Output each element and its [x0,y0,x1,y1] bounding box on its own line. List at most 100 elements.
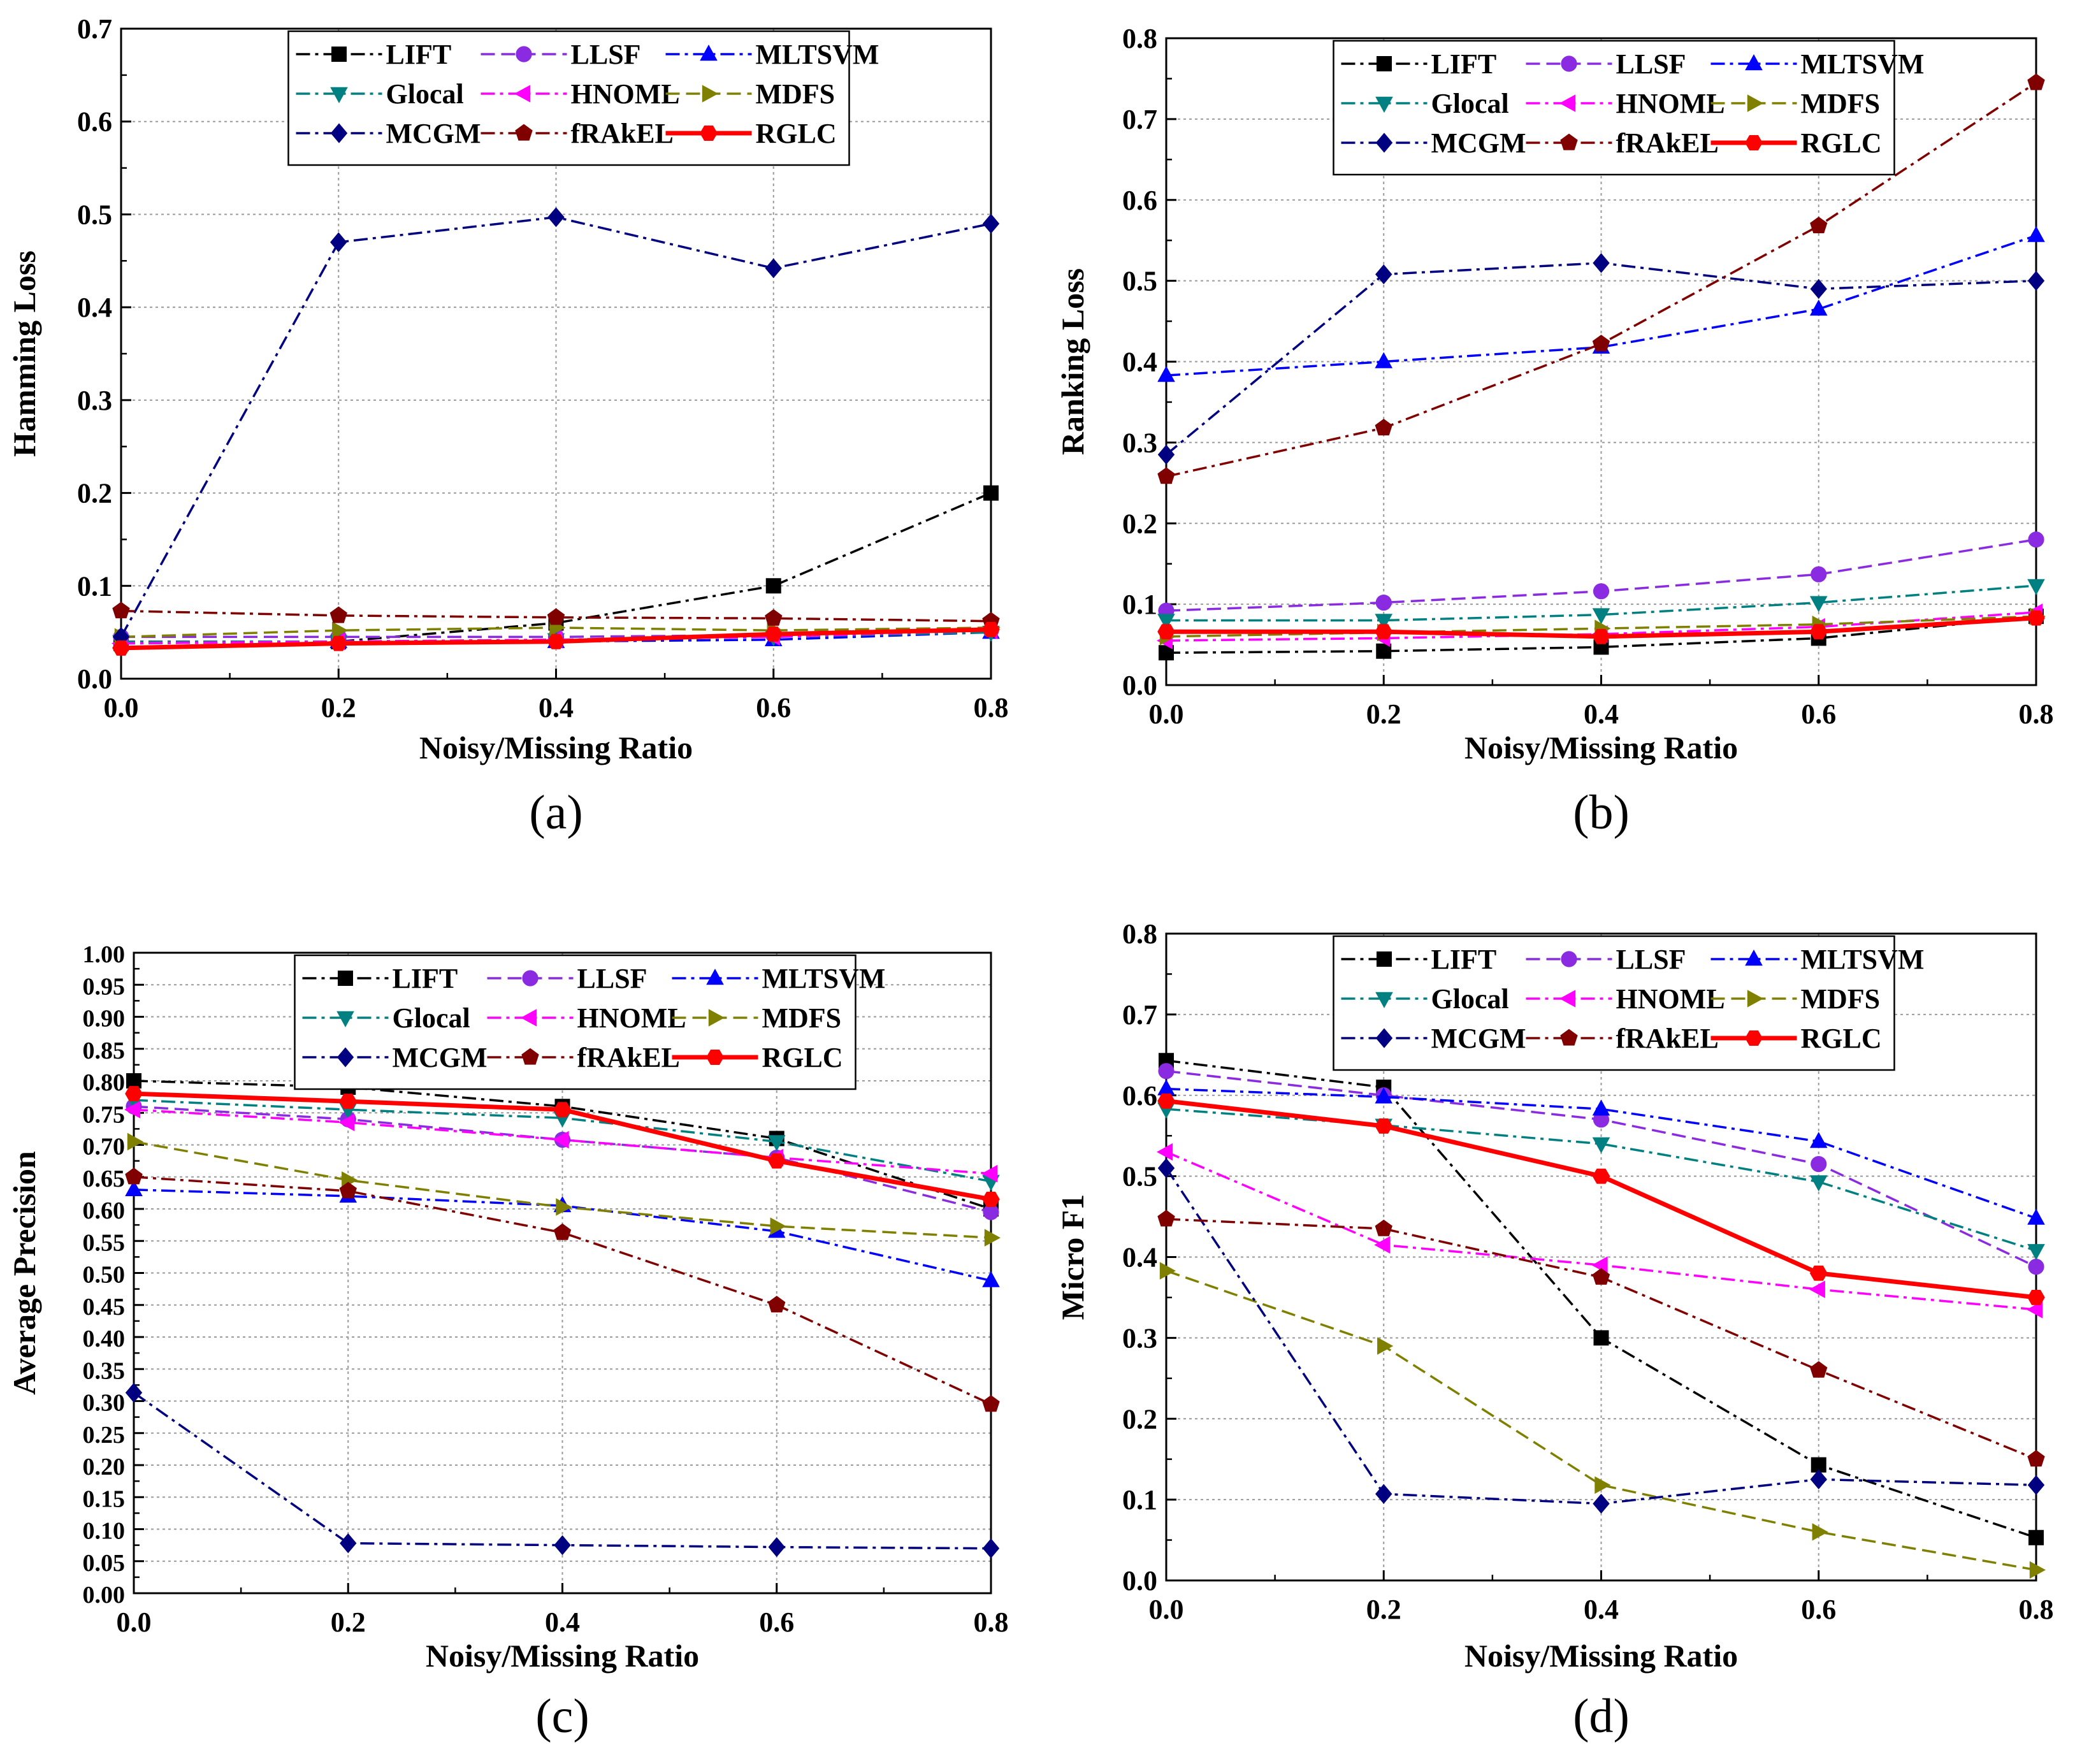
legend-label-llsf: LLSF [1616,944,1686,975]
legend-label-mdfs: MDFS [1801,983,1881,1015]
y-tick-label: 0.80 [83,1069,126,1096]
x-tick-label: 0.0 [1149,1594,1184,1625]
x-tick-label: 0.8 [974,1607,1009,1638]
legend-marker-mdfs [1747,94,1763,112]
data-point-rglc [125,1086,143,1102]
panel-label: (d) [1573,1689,1630,1743]
legend-label-glocal: Glocal [1431,983,1509,1015]
y-tick-label: 0.7 [77,13,112,45]
legend-label-mdfs: MDFS [762,1002,842,1034]
legend-label-mcgm: MCGM [393,1042,488,1073]
y-tick-label: 0.2 [1122,1403,1157,1435]
y-tick-label: 0.0 [77,663,112,695]
panel-a: 0.0 0.1 0.2 0.3 0.4 0.5 0.6 0.7 0.0 0.2 0.4 0.6 0.8 N… [6,13,1009,839]
legend-label-rglc: RGLC [756,118,837,149]
legend-marker-llsf [1561,951,1577,967]
legend: LIFT LLSF MLTSVM Glocal HNOML MDFS MCGM fRAkEL R… [294,954,885,1090]
series-line-hnoml [1166,1150,2037,1311]
data-point-mcgm [1375,1484,1392,1504]
legend: LIFT LLSF MLTSVM Glocal HNOML MDFS MCGM fRAkEL R… [1333,935,1924,1071]
y-axis-label: Micro F1 [1055,1194,1090,1320]
data-point-rglc [339,1094,357,1110]
data-point-hnoml [1591,1256,1608,1274]
legend-label-lift: LIFT [386,39,452,70]
y-tick-label: 0.60 [83,1197,126,1224]
data-point-mltsvm [1375,1087,1393,1104]
y-tick-label: 0.7 [1122,999,1157,1030]
data-point-mcgm [125,1382,143,1403]
data-point-llsf [983,1204,999,1220]
y-tick-label: 0.3 [1122,1322,1157,1354]
data-point-glocal [1375,614,1393,630]
legend-marker-hnoml [521,1009,537,1027]
legend-marker-frakel [1560,1029,1578,1046]
series-group [112,207,1001,656]
data-point-rglc [112,640,130,656]
data-point-glocal [1809,1175,1828,1192]
data-point-hnoml [338,1113,355,1132]
x-tick-label: 0.2 [321,692,356,723]
y-axis-label: Average Precision [6,1151,42,1395]
y-tick-label: 0.6 [1122,185,1157,216]
legend-marker-glocal [1375,96,1393,113]
data-point-mcgm [1375,264,1392,285]
legend-label-hnoml: HNOML [1616,88,1725,119]
series-line-mltsvm [133,1189,992,1282]
x-tick-label: 0.6 [759,1607,794,1638]
data-point-mcgm [330,232,347,252]
data-point-mltsvm [1157,366,1175,382]
legend-marker-lift [338,971,353,986]
data-point-mcgm [1157,1158,1175,1178]
data-point-rglc [547,633,565,649]
data-point-mdfs [1377,1337,1394,1355]
y-tick-label: 0.8 [1122,23,1157,54]
data-point-rglc [329,635,347,651]
data-point-rglc [982,621,1000,637]
data-point-rglc [2027,610,2045,626]
data-point-mltsvm [1157,1079,1175,1095]
data-point-mcgm [765,258,782,278]
y-tick-label: 0.1 [1122,1484,1157,1515]
y-tick-label: 0.8 [1122,918,1157,950]
y-tick-label: 0.40 [83,1326,126,1352]
data-point-frakel [768,1296,786,1313]
y-tick-label: 0.45 [83,1294,126,1320]
data-point-rglc [1809,624,1828,640]
series-line-frakel [120,609,992,623]
data-point-rglc [1375,1118,1393,1134]
y-tick-label: 0.1 [77,570,112,602]
legend-label-hnoml: HNOML [1616,983,1725,1015]
x-tick-label: 0.0 [104,692,139,723]
panel-label: (a) [529,786,582,839]
legend-marker-lift [1377,951,1392,967]
series-line-mltsvm [1166,234,2037,377]
data-point-glocal [1809,596,1828,612]
legend-marker-mltsvm [1745,950,1763,966]
y-tick-label: 0.5 [1122,266,1157,297]
y-tick-label: 0.10 [83,1518,126,1545]
series-line-glocal [133,1099,992,1183]
y-tick-label: 0.6 [77,106,112,138]
legend-label-mdfs: MDFS [1801,88,1881,119]
legend-marker-hnoml [514,85,531,103]
y-tick-label: 0.15 [83,1486,126,1512]
data-point-llsf [2028,1259,2044,1275]
legend-marker-glocal [1375,992,1393,1008]
data-point-lift [1159,645,1174,661]
panel-d: 0.0 0.1 0.2 0.3 0.4 0.5 0.6 0.7 0.8 0.0 0.2 0.4 0.6 0… [1055,918,2054,1743]
panel-b: 0.0 0.1 0.2 0.3 0.4 0.5 0.6 0.7 0.8 0.0 0.2 0.4 0.6 0… [1055,23,2054,839]
y-tick-label: 0.00 [83,1582,126,1609]
y-tick-label: 0.6 [1122,1080,1157,1111]
y-tick-label: 0.90 [83,1006,126,1032]
data-point-glocal [1592,1137,1610,1153]
legend-label-lift: LIFT [393,963,458,994]
series-line-frakel [1166,82,2037,478]
y-tick-label: 0.70 [83,1134,126,1160]
data-point-mcgm [554,1535,571,1556]
data-point-frakel [1157,467,1175,484]
data-point-frakel [2027,73,2045,90]
data-point-glocal [2027,1244,2045,1261]
legend-label-mcgm: MCGM [386,118,481,149]
x-axis-label: Noisy/Missing Ratio [426,1638,699,1674]
y-axis-label: Hamming Loss [6,250,42,457]
